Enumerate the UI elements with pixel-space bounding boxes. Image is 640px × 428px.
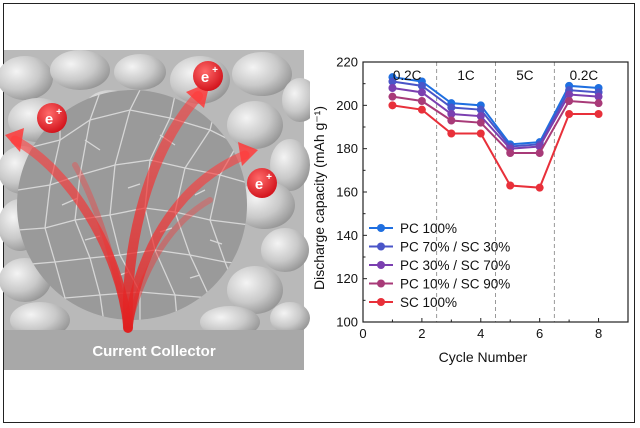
legend-marker [377, 242, 385, 251]
rate-labels: 0.2C 1C 5C 0.2C [393, 68, 598, 83]
electron-badge: e + [37, 103, 67, 133]
legend-marker [377, 298, 385, 306]
data-point [417, 81, 426, 90]
y-tick-label: 140 [336, 228, 358, 243]
data-point [476, 105, 485, 114]
svg-text:e: e [255, 176, 263, 193]
series-line [392, 104, 599, 189]
data-point [388, 77, 397, 86]
data-point [506, 181, 515, 190]
data-point [447, 116, 456, 125]
legend-entry: PC 70% / SC 30% [369, 240, 510, 255]
y-tick-label: 100 [336, 315, 358, 330]
legend-marker [377, 261, 385, 269]
rate-label: 0.2C [393, 68, 422, 83]
legend-label: SC 100% [400, 295, 457, 310]
data-point [565, 110, 574, 118]
rate-label: 0.2C [570, 68, 599, 83]
legend-entry: PC 30% / SC 70% [369, 258, 510, 273]
y-tick-label: 160 [336, 185, 358, 200]
data-point [417, 88, 426, 97]
legend-entry: PC 100% [369, 221, 457, 236]
data-point [447, 129, 456, 138]
x-tick-label: 0 [359, 326, 366, 341]
data-point [388, 84, 397, 92]
data-point [447, 103, 456, 112]
legend-label: PC 100% [400, 221, 457, 236]
data-point [476, 118, 485, 127]
series [388, 92, 603, 157]
x-tick-label: 6 [536, 326, 543, 341]
legend-label: PC 70% / SC 30% [400, 240, 510, 255]
series-layer [388, 73, 603, 192]
electron-badge: e + [193, 61, 223, 91]
data-point [388, 101, 397, 110]
data-point [388, 92, 397, 101]
data-point [594, 92, 603, 101]
x-axis-ticks: 0 2 4 6 8 [359, 318, 602, 341]
data-point [417, 105, 426, 114]
data-point [594, 99, 603, 108]
svg-text:+: + [212, 65, 218, 76]
series [388, 101, 603, 192]
x-tick-label: 8 [595, 326, 602, 341]
data-point [594, 110, 603, 118]
svg-text:e: e [45, 111, 53, 128]
legend-entry: PC 10% / SC 90% [369, 277, 510, 292]
y-tick-label: 180 [336, 141, 358, 156]
series-line [392, 80, 599, 148]
legend-entry: SC 100% [369, 295, 457, 310]
legend-label: PC 30% / SC 70% [400, 258, 510, 273]
y-tick-label: 200 [336, 98, 358, 113]
series-line [392, 95, 599, 154]
electron-badge: e + [247, 168, 277, 198]
legend-marker [377, 279, 385, 288]
y-axis-ticks: 100 120 140 160 180 200 220 [336, 55, 367, 330]
current-collector [4, 330, 304, 370]
data-point [535, 149, 544, 157]
x-tick-label: 2 [418, 326, 425, 341]
x-axis-label: Cycle Number [439, 349, 528, 365]
series-line [392, 76, 599, 146]
svg-text:+: + [56, 107, 62, 118]
electrode-illustration: Current Collector e + e + e + [0, 50, 310, 370]
y-tick-label: 120 [336, 271, 358, 286]
legend-marker [377, 224, 385, 232]
x-tick-label: 4 [477, 326, 484, 341]
rate-label: 5C [516, 68, 534, 83]
legend-label: PC 10% / SC 90% [400, 277, 510, 292]
electron-arrows [10, 91, 250, 333]
large-particle [17, 90, 247, 320]
rate-label: 1C [457, 68, 475, 83]
data-point [447, 110, 456, 118]
series-line [392, 87, 599, 150]
current-collector-label: Current Collector [92, 343, 216, 360]
legend: PC 100% PC 70% / SC 30% PC 30% / SC 70% PC … [369, 221, 510, 310]
rate-dividers [436, 62, 555, 322]
data-point [565, 90, 574, 99]
y-tick-label: 220 [336, 55, 358, 70]
svg-text:+: + [266, 172, 272, 183]
svg-text:e: e [201, 69, 209, 86]
data-point [535, 183, 544, 192]
data-point [506, 149, 515, 157]
data-point [476, 112, 485, 121]
data-point [476, 129, 485, 138]
y-axis-label: Discharge capacity (mAh g⁻¹) [311, 106, 327, 290]
data-point [417, 97, 426, 105]
data-point [565, 97, 574, 105]
